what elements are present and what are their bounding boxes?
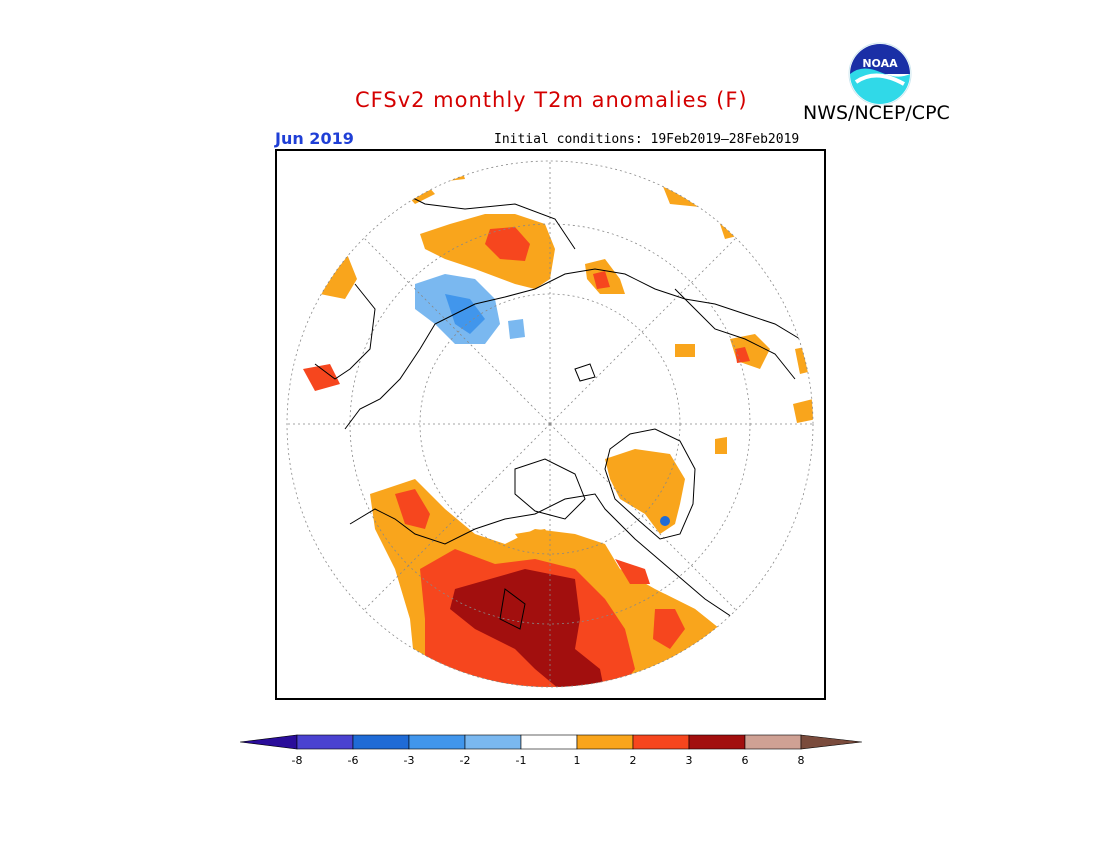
arctic-islands-orange (515, 529, 555, 554)
coastlines (314, 188, 801, 680)
colorbar-tick-label: 8 (798, 754, 805, 767)
colorbar-tick-label: -6 (348, 754, 359, 767)
initial-conditions: Initial conditions: 19Feb2019–28Feb2019 (494, 132, 800, 147)
siberia-blue-core (445, 294, 485, 334)
colorbar-segment (296, 734, 354, 750)
colorbar-tick-label: -3 (404, 754, 415, 767)
colorbar-segment (464, 734, 522, 750)
blue-dot-greenland (660, 516, 670, 526)
colorbar-segment (576, 734, 634, 750)
colorbar-segment (520, 734, 578, 750)
colorbar-tick-label: -2 (460, 754, 471, 767)
colorbar-tick-label: 1 (574, 754, 581, 767)
svg-text:NOAA: NOAA (862, 57, 898, 70)
noaa-logo: NOAA (848, 42, 912, 106)
colorbar-tick-label: 3 (686, 754, 693, 767)
map-title: CFSv2 monthly T2m anomalies (F) (355, 88, 748, 112)
greenland-orange (605, 449, 685, 534)
colorbar-arrow-right (800, 734, 862, 750)
colorbar-tick-label: 6 (742, 754, 749, 767)
na-red-east (653, 609, 685, 649)
colorbar-segment (408, 734, 466, 750)
orange-small-2 (675, 344, 695, 357)
orange-small-1 (715, 437, 727, 454)
siberia-red (485, 227, 530, 261)
colorbar-labels: -8 -6 -3 -2 -1 1 2 3 6 8 (292, 754, 805, 767)
colorbar: -8 -6 -3 -2 -1 1 2 3 6 8 (240, 734, 862, 767)
blue-small (508, 319, 525, 339)
mideast-red (735, 347, 750, 363)
polar-anomaly-map (275, 149, 826, 700)
forecast-month: Jun 2019 (275, 129, 354, 148)
org-label: NWS/NCEP/CPC (803, 102, 950, 124)
colorbar-arrow-left (240, 734, 298, 750)
colorbar-segments (240, 734, 862, 750)
scandinavia-red (593, 271, 610, 289)
arctic-islands-red (615, 559, 650, 584)
graticule (286, 160, 814, 688)
colorbar-tick-label: 2 (630, 754, 637, 767)
colorbar-segment (744, 734, 802, 750)
colorbar-tick-label: -1 (516, 754, 527, 767)
asia-red-west (303, 364, 340, 391)
na-darkred (450, 569, 605, 687)
colorbar-segment (688, 734, 746, 750)
india-orange (793, 399, 813, 423)
siberia-orange (420, 214, 555, 289)
na-red-west (395, 489, 430, 529)
colorbar-tick-label: -8 (292, 754, 303, 767)
colorbar-segment (632, 734, 690, 750)
colorbar-segment (352, 734, 410, 750)
